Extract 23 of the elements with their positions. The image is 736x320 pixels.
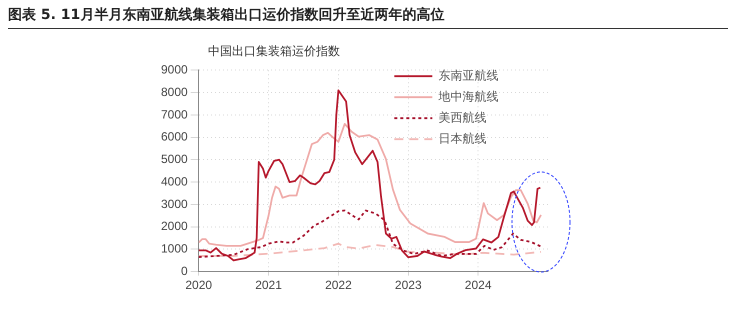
- y-tick-label: 0: [181, 264, 188, 278]
- y-tick-label: 1000: [160, 242, 188, 256]
- y-axis-title: 中国出口集装箱运价指数: [208, 43, 341, 60]
- chart-title: 图表 5. 11月半月东南亚航线集装箱出口运价指数回升至近两年的高位: [8, 6, 728, 29]
- y-tick-label: 9000: [160, 62, 188, 77]
- x-tick-label: 2023: [394, 278, 422, 292]
- y-tick-label: 7000: [160, 107, 188, 122]
- x-tick-label: 2024: [464, 278, 492, 292]
- legend-label: 日本航线: [438, 131, 486, 146]
- line-series: [198, 242, 542, 257]
- legend-label: 东南亚航线: [438, 68, 498, 82]
- y-tick-label: 2000: [160, 219, 188, 234]
- y-tick-label: 3000: [160, 196, 188, 211]
- legend-label: 地中海航线: [437, 89, 498, 104]
- x-tick-label: 2022: [325, 278, 352, 292]
- y-tick-label: 6000: [160, 130, 188, 144]
- legend-label: 美西航线: [438, 110, 486, 124]
- line-series: [198, 210, 542, 258]
- y-tick-label: 4000: [160, 174, 188, 188]
- x-tick-label: 2020: [185, 278, 212, 292]
- y-tick-label: 8000: [160, 84, 188, 99]
- y-tick-label: 5000: [160, 152, 188, 166]
- x-tick-label: 2021: [255, 278, 282, 292]
